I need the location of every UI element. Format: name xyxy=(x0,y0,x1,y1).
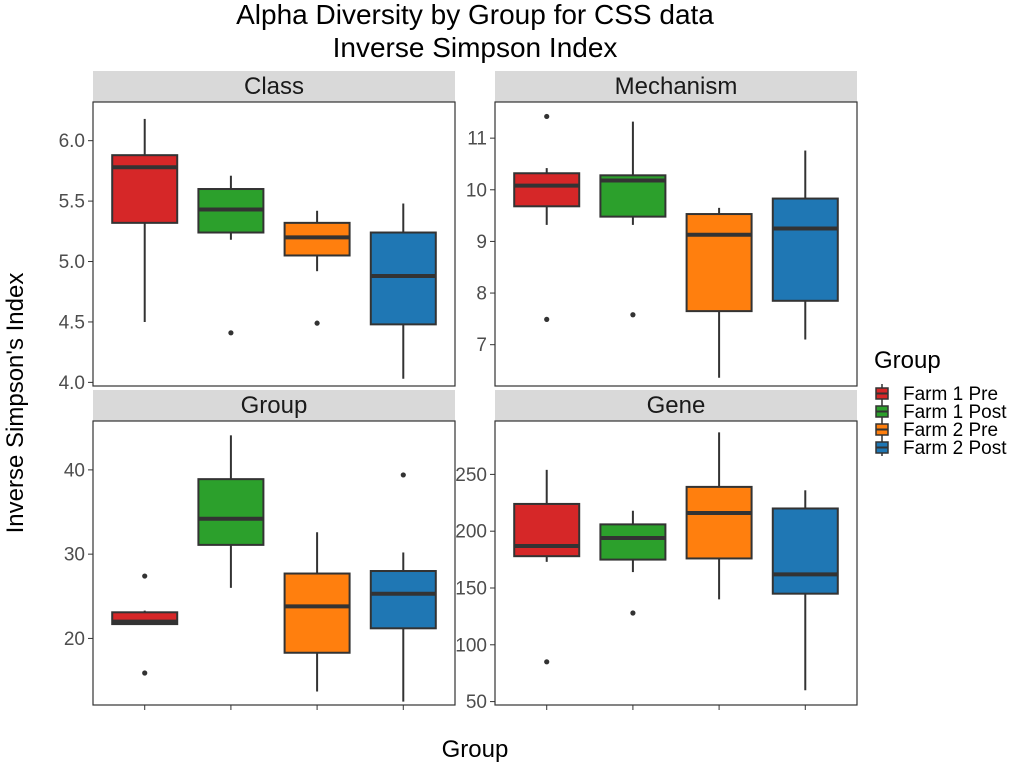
outlier-class-farm-1-post xyxy=(228,330,234,336)
outlier-gene-farm-1-pre xyxy=(544,659,550,665)
y-tick-label-mechanism: 7 xyxy=(476,335,487,356)
strip-mechanism xyxy=(495,71,857,102)
y-tick-label-group: 20 xyxy=(64,629,85,650)
box-mechanism-farm-1-pre xyxy=(513,113,581,322)
legend-item-farm-2-pre: Farm 2 Pre xyxy=(875,420,998,441)
facet-panels: Class 4.0 4.5 5.0 5.5 6.0 Mechanism 7 8 9 10 11 Grou… xyxy=(59,71,858,713)
y-tick-label-group: 40 xyxy=(64,460,85,481)
legend-label-farm-1-post: Farm 1 Post xyxy=(903,402,1007,423)
y-tick-label-gene: 150 xyxy=(455,578,487,599)
box-body-gene-farm-2-pre xyxy=(685,485,753,560)
outlier-mechanism-farm-1-pre xyxy=(544,316,550,322)
box-gene-farm-2-post xyxy=(771,490,839,691)
panel-class: Class 4.0 4.5 5.0 5.5 6.0 xyxy=(59,71,456,394)
box-gene-farm-1-post xyxy=(599,510,667,616)
legend-item-farm-2-post: Farm 2 Post xyxy=(875,438,1007,459)
y-tick-label-mechanism: 8 xyxy=(476,284,487,305)
box-gene-farm-1-pre xyxy=(513,469,581,665)
box-mechanism-farm-2-post xyxy=(771,150,839,340)
box-body-gene-farm-2-post xyxy=(771,507,839,595)
y-tick-label-gene: 100 xyxy=(455,635,487,656)
outlier-mechanism-farm-1-pre xyxy=(544,113,550,120)
y-tick-label-class: 5.0 xyxy=(59,252,85,273)
panel-gene: Gene 50 100 150 200 250 xyxy=(455,390,858,713)
box-class-farm-2-post xyxy=(369,203,437,379)
box-mechanism-farm-2-pre xyxy=(685,207,753,378)
box-class-farm-1-pre xyxy=(111,118,179,322)
x-axis-title: Group xyxy=(442,736,509,763)
y-tick-label-class: 4.0 xyxy=(59,373,85,394)
legend-item-farm-1-pre: Farm 1 Pre xyxy=(875,384,998,405)
legend-title: Group xyxy=(874,347,941,374)
y-tick-label-class: 5.5 xyxy=(59,192,85,213)
box-body-gene-farm-1-post xyxy=(599,523,667,561)
chart-title: Alpha Diversity by Group for CSS data xyxy=(236,0,714,30)
legend-item-farm-1-post: Farm 1 Post xyxy=(875,402,1007,423)
box-body-class-farm-2-post xyxy=(369,231,437,326)
panel-mechanism: Mechanism 7 8 9 10 11 xyxy=(466,71,858,387)
box-body-mechanism-farm-2-post xyxy=(771,197,839,302)
y-tick-label-gene: 200 xyxy=(455,522,487,543)
box-class-farm-1-post xyxy=(197,175,265,336)
strip-label-group: Group xyxy=(241,392,308,419)
box-body-mechanism-farm-2-pre xyxy=(685,213,753,313)
y-tick-label-class: 6.0 xyxy=(59,131,85,152)
box-body-group-farm-1-post xyxy=(197,478,265,546)
strip-label-class: Class xyxy=(244,73,304,100)
outlier-group-farm-2-post xyxy=(400,472,406,478)
panel-area-group xyxy=(92,420,456,706)
y-tick-label-gene: 50 xyxy=(466,692,487,713)
strip-class xyxy=(93,71,455,102)
strip-gene xyxy=(495,390,857,421)
y-tick-label-gene: 250 xyxy=(455,465,487,486)
chart-subtitle: Inverse Simpson Index xyxy=(333,32,618,63)
outlier-group-farm-1-pre xyxy=(142,573,148,579)
legend-label-farm-1-pre: Farm 1 Pre xyxy=(903,384,998,405)
box-body-group-farm-2-pre xyxy=(283,572,351,654)
box-class-farm-2-pre xyxy=(283,210,351,326)
box-group-farm-2-post xyxy=(369,472,437,702)
box-mechanism-farm-1-post xyxy=(599,121,667,318)
box-body-mechanism-farm-1-pre xyxy=(513,172,581,208)
box-group-farm-1-post xyxy=(197,435,265,588)
outlier-group-farm-1-pre xyxy=(142,670,148,676)
box-body-gene-farm-1-pre xyxy=(513,502,581,558)
y-tick-label-mechanism: 11 xyxy=(467,129,487,150)
box-body-group-farm-2-post xyxy=(369,570,437,630)
box-body-group-farm-1-pre xyxy=(111,611,179,626)
y-tick-label-class: 4.5 xyxy=(59,312,85,333)
box-group-farm-2-pre xyxy=(283,532,351,692)
legend-label-farm-2-pre: Farm 2 Pre xyxy=(903,420,998,441)
outlier-gene-farm-1-post xyxy=(630,610,636,616)
y-axis-title: Inverse Simpson's Index xyxy=(2,273,29,534)
outlier-mechanism-farm-1-post xyxy=(630,312,636,318)
y-tick-label-group: 30 xyxy=(64,545,85,566)
y-tick-label-mechanism: 10 xyxy=(466,180,487,201)
legend-label-farm-2-post: Farm 2 Post xyxy=(903,438,1007,459)
outlier-class-farm-2-pre xyxy=(314,320,320,326)
box-group-farm-1-pre xyxy=(111,573,179,676)
panel-group: Group 20 30 40 xyxy=(64,390,456,710)
strip-label-mechanism: Mechanism xyxy=(615,73,738,100)
strip-label-gene: Gene xyxy=(647,392,706,419)
y-tick-label-mechanism: 9 xyxy=(476,232,487,253)
box-gene-farm-2-pre xyxy=(685,432,753,600)
strip-group xyxy=(93,390,455,421)
